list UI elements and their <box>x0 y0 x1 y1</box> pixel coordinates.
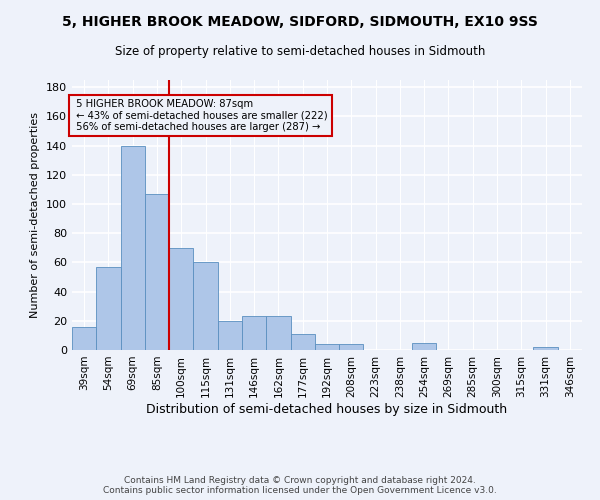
Text: Size of property relative to semi-detached houses in Sidmouth: Size of property relative to semi-detach… <box>115 45 485 58</box>
Bar <box>242 316 266 350</box>
Text: 5 HIGHER BROOK MEADOW: 87sqm
 ← 43% of semi-detached houses are smaller (222)
 5: 5 HIGHER BROOK MEADOW: 87sqm ← 43% of se… <box>73 99 328 132</box>
Bar <box>266 316 290 350</box>
Bar <box>533 347 558 350</box>
Bar <box>72 326 96 350</box>
Bar <box>339 344 364 350</box>
Bar <box>121 146 145 350</box>
X-axis label: Distribution of semi-detached houses by size in Sidmouth: Distribution of semi-detached houses by … <box>146 402 508 415</box>
Bar <box>169 248 193 350</box>
Bar <box>96 267 121 350</box>
Bar <box>315 344 339 350</box>
Y-axis label: Number of semi-detached properties: Number of semi-detached properties <box>31 112 40 318</box>
Text: Contains HM Land Registry data © Crown copyright and database right 2024.
Contai: Contains HM Land Registry data © Crown c… <box>103 476 497 495</box>
Bar <box>412 342 436 350</box>
Bar <box>193 262 218 350</box>
Bar <box>218 321 242 350</box>
Bar <box>145 194 169 350</box>
Text: 5, HIGHER BROOK MEADOW, SIDFORD, SIDMOUTH, EX10 9SS: 5, HIGHER BROOK MEADOW, SIDFORD, SIDMOUT… <box>62 15 538 29</box>
Bar <box>290 334 315 350</box>
